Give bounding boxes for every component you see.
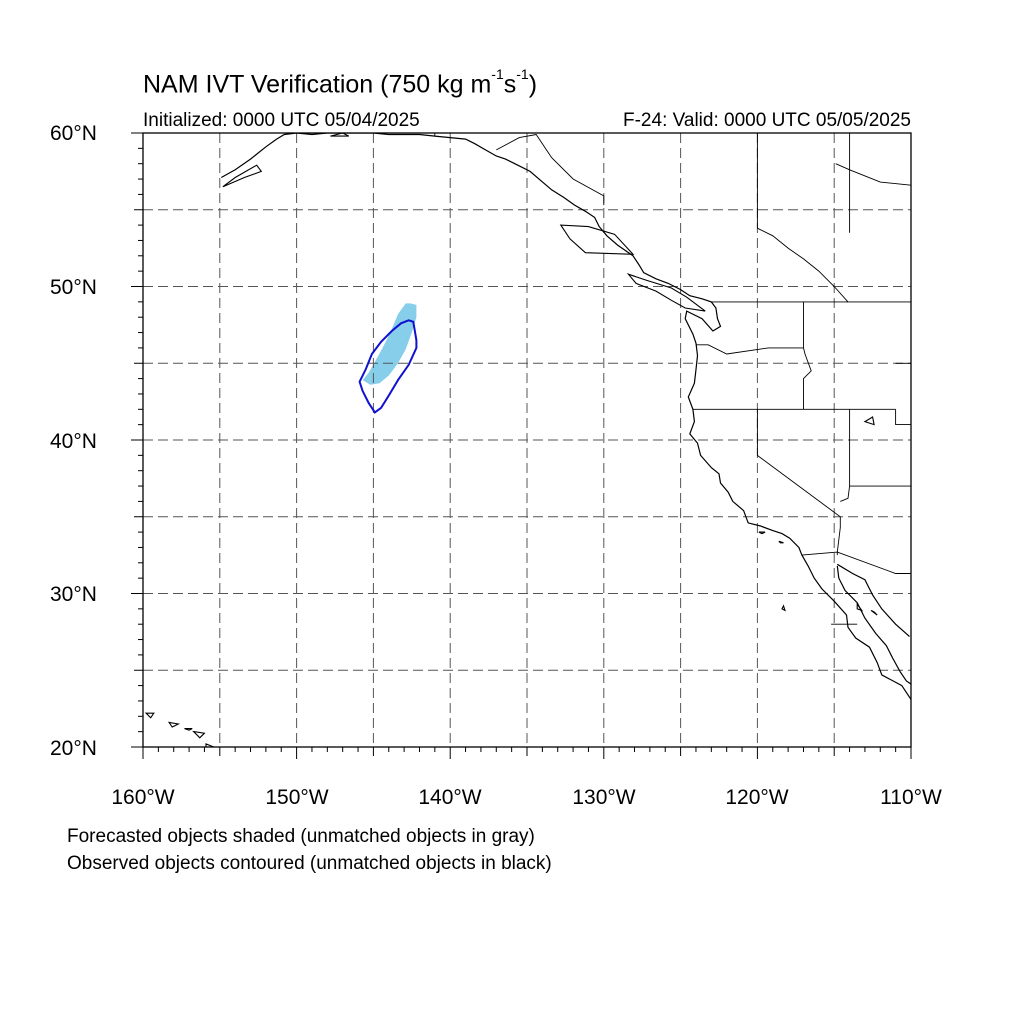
- island-outline: [184, 728, 193, 731]
- coastline-baja-east: [836, 565, 911, 685]
- title-exp1: -1: [491, 66, 504, 82]
- island-outline: [863, 416, 875, 426]
- lat-label-40: 40°N: [50, 430, 97, 453]
- lat-label-30: 30°N: [50, 583, 97, 606]
- political-boundary: [895, 409, 911, 426]
- island-outline: [559, 224, 635, 255]
- island-outline: [781, 604, 786, 612]
- island-outline: [192, 730, 206, 739]
- map-features: [144, 133, 911, 747]
- observed-note: Observed objects contoured (unmatched ob…: [67, 853, 552, 874]
- lon-label-120w: 120°W: [725, 786, 789, 809]
- lat-label-50: 50°N: [50, 276, 97, 299]
- political-boundary: [756, 409, 841, 556]
- title-end: ): [528, 70, 538, 99]
- island-outline: [330, 133, 350, 137]
- title-main: NAM IVT Verification (750 kg m: [143, 70, 492, 99]
- political-boundary: [757, 227, 849, 303]
- forecast-object: [362, 303, 417, 385]
- lon-label-110w: 110°W: [880, 786, 942, 809]
- river-line: [835, 163, 911, 186]
- title-mid: s: [503, 70, 517, 99]
- map-title: NAM IVT Verification (750 kg m-1s-1): [143, 66, 538, 99]
- lon-label-130w: 130°W: [572, 786, 636, 809]
- island-outline: [144, 712, 155, 719]
- lat-label-60: 60°N: [50, 122, 97, 145]
- island-outline: [626, 273, 706, 312]
- island-outline: [778, 540, 784, 544]
- political-boundary: [801, 551, 911, 574]
- lat-label-20: 20°N: [50, 737, 97, 760]
- lon-label-140w: 140°W: [418, 786, 482, 809]
- title-exp2: -1: [516, 66, 529, 82]
- lon-label-150w: 150°W: [265, 786, 329, 809]
- init-time-label: Initialized: 0000 UTC 05/04/2025: [143, 110, 420, 131]
- forecast-note: Forecasted objects shaded (unmatched obj…: [67, 826, 535, 847]
- valid-time-label: F-24: Valid: 0000 UTC 05/05/2025: [623, 110, 911, 131]
- island-outline: [856, 602, 864, 612]
- political-boundary: [696, 344, 804, 355]
- observed-object: [358, 319, 418, 414]
- island-outline: [758, 531, 766, 535]
- island-outline: [222, 164, 263, 188]
- island-outline: [870, 609, 878, 616]
- political-boundary: [496, 134, 605, 206]
- lon-label-160w: 160°W: [111, 786, 175, 809]
- island-outline: [167, 721, 181, 728]
- political-boundary: [803, 301, 812, 410]
- political-boundary: [840, 409, 851, 502]
- coastline-sonora: [836, 563, 910, 637]
- coastline-mainland: [221, 133, 911, 700]
